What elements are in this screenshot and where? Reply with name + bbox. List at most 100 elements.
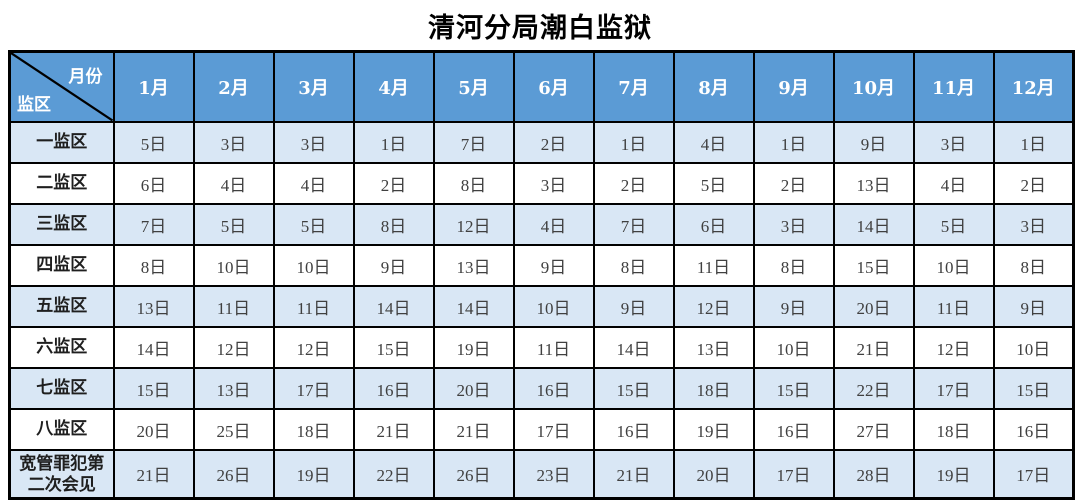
month-header-9: 9月 xyxy=(752,50,835,123)
visit-date-cell: 1日 xyxy=(352,120,435,164)
visit-date-cell: 20日 xyxy=(832,284,915,328)
visit-date-cell: 20日 xyxy=(112,407,195,451)
visit-date-cell: 16日 xyxy=(512,366,595,410)
visit-date-cell: 8日 xyxy=(592,243,675,287)
visit-date-cell: 8日 xyxy=(112,243,195,287)
visit-date-cell: 13日 xyxy=(112,284,195,328)
visit-date-cell: 5日 xyxy=(272,202,355,246)
visit-date-cell: 10日 xyxy=(192,243,275,287)
visit-date-cell: 7日 xyxy=(112,202,195,246)
month-header-11: 11月 xyxy=(912,50,995,123)
table-row: 七监区 15日 13日 17日 16日 20日 16日 15日 18日 15日 22日 17日 15日 xyxy=(8,366,1075,410)
visit-date-cell: 17日 xyxy=(912,366,995,410)
visit-date-cell: 12日 xyxy=(912,325,995,369)
visit-date-cell: 15日 xyxy=(592,366,675,410)
visit-date-cell: 2日 xyxy=(512,120,595,164)
visit-date-cell: 10日 xyxy=(272,243,355,287)
month-header-5: 5月 xyxy=(432,50,515,123)
page-title: 清河分局潮白监狱 xyxy=(428,13,652,44)
table-row: 三监区 7日 5日 5日 8日 12日 4日 7日 6日 3日 14日 5日 3日 xyxy=(8,202,1075,246)
corner-header-cell: 月份 监区 xyxy=(8,50,115,123)
header-row: 月份 监区 1月 2月 3月 4月 5月 6月 7月 8月 9月 10月 11月 12月 xyxy=(8,50,1075,123)
visit-date-cell: 18日 xyxy=(672,366,755,410)
visit-date-cell: 12日 xyxy=(672,284,755,328)
visit-date-cell: 3日 xyxy=(272,120,355,164)
visit-date-cell: 22日 xyxy=(352,448,435,500)
visit-date-cell: 14日 xyxy=(112,325,195,369)
visit-date-cell: 20日 xyxy=(672,448,755,500)
visit-date-cell: 22日 xyxy=(832,366,915,410)
visit-date-cell: 7日 xyxy=(592,202,675,246)
visit-date-cell: 26日 xyxy=(432,448,515,500)
visit-date-cell: 12日 xyxy=(432,202,515,246)
visit-date-cell: 18日 xyxy=(272,407,355,451)
corner-label-month: 月份 xyxy=(68,67,103,87)
visit-date-cell: 3日 xyxy=(912,120,995,164)
visit-date-cell: 10日 xyxy=(752,325,835,369)
visit-date-cell: 4日 xyxy=(192,161,275,205)
month-header-1: 1月 xyxy=(112,50,195,123)
visit-date-cell: 7日 xyxy=(432,120,515,164)
visit-date-cell: 17日 xyxy=(752,448,835,500)
visit-date-cell: 14日 xyxy=(832,202,915,246)
visit-date-cell: 19日 xyxy=(672,407,755,451)
table-row: 二监区 6日 4日 4日 2日 8日 3日 2日 5日 2日 13日 4日 2日 xyxy=(8,161,1075,205)
month-header-8: 8月 xyxy=(672,50,755,123)
visit-date-cell: 28日 xyxy=(832,448,915,500)
visit-date-cell: 8日 xyxy=(752,243,835,287)
visit-date-cell: 2日 xyxy=(752,161,835,205)
row-label: 一监区 xyxy=(8,120,115,164)
visit-date-cell: 10日 xyxy=(512,284,595,328)
corner-label-district: 监区 xyxy=(17,94,51,115)
month-header-12: 12月 xyxy=(992,50,1075,123)
visit-date-cell: 17日 xyxy=(992,448,1075,500)
visit-date-cell: 3日 xyxy=(992,202,1075,246)
visit-date-cell: 21日 xyxy=(112,448,195,500)
row-label: 八监区 xyxy=(8,407,115,451)
visit-date-cell: 1日 xyxy=(592,120,675,164)
month-header-4: 4月 xyxy=(352,50,435,123)
visit-date-cell: 1日 xyxy=(992,120,1075,164)
row-label: 三监区 xyxy=(8,202,115,246)
visit-date-cell: 5日 xyxy=(912,202,995,246)
visit-date-cell: 12日 xyxy=(272,325,355,369)
visit-date-cell: 21日 xyxy=(832,325,915,369)
visit-date-cell: 14日 xyxy=(592,325,675,369)
visit-date-cell: 9日 xyxy=(592,284,675,328)
visit-date-cell: 9日 xyxy=(832,120,915,164)
visit-date-cell: 25日 xyxy=(192,407,275,451)
visit-date-cell: 19日 xyxy=(432,325,515,369)
visit-date-cell: 15日 xyxy=(112,366,195,410)
visit-date-cell: 4日 xyxy=(512,202,595,246)
visit-date-cell: 9日 xyxy=(752,284,835,328)
visit-date-cell: 11日 xyxy=(672,243,755,287)
visit-date-cell: 17日 xyxy=(272,366,355,410)
visit-date-cell: 11日 xyxy=(912,284,995,328)
visit-date-cell: 10日 xyxy=(912,243,995,287)
visit-date-cell: 14日 xyxy=(352,284,435,328)
visit-date-cell: 6日 xyxy=(112,161,195,205)
visit-date-cell: 4日 xyxy=(672,120,755,164)
table-row: 一监区 5日 3日 3日 1日 7日 2日 1日 4日 1日 9日 3日 1日 xyxy=(8,120,1075,164)
visit-date-cell: 27日 xyxy=(832,407,915,451)
visit-date-cell: 15日 xyxy=(832,243,915,287)
visit-date-cell: 16日 xyxy=(752,407,835,451)
visit-date-cell: 21日 xyxy=(432,407,515,451)
visit-date-cell: 17日 xyxy=(512,407,595,451)
visit-date-cell: 20日 xyxy=(432,366,515,410)
visit-date-cell: 19日 xyxy=(912,448,995,500)
visit-date-cell: 19日 xyxy=(272,448,355,500)
diagonal-divider xyxy=(11,53,113,121)
visit-date-cell: 3日 xyxy=(512,161,595,205)
visit-date-cell: 15日 xyxy=(352,325,435,369)
row-label: 七监区 xyxy=(8,366,115,410)
month-header-10: 10月 xyxy=(832,50,915,123)
table-row: 六监区 14日 12日 12日 15日 19日 11日 14日 13日 10日 21日 12日 10日 xyxy=(8,325,1075,369)
visit-date-cell: 8日 xyxy=(432,161,515,205)
month-header-7: 7月 xyxy=(592,50,675,123)
visit-date-cell: 13日 xyxy=(832,161,915,205)
visit-date-cell: 9日 xyxy=(352,243,435,287)
table-row: 五监区 13日 11日 11日 14日 14日 10日 9日 12日 9日 20日 11日 9日 xyxy=(8,284,1075,328)
visit-date-cell: 9日 xyxy=(512,243,595,287)
visit-date-cell: 16日 xyxy=(592,407,675,451)
